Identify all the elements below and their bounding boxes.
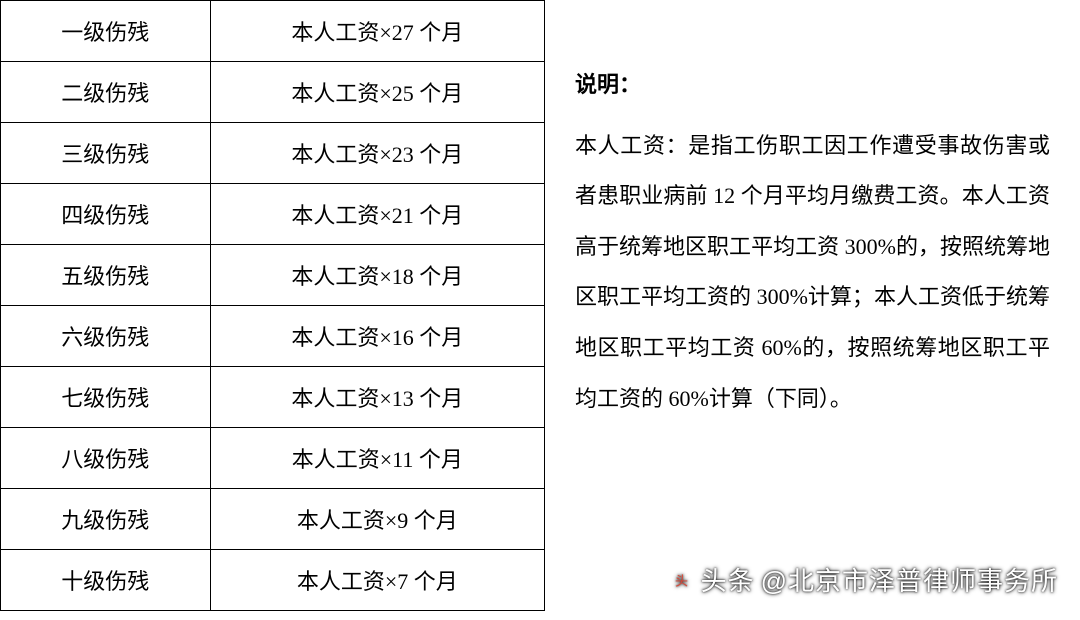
table-row: 七级伤残本人工资×13 个月 <box>1 367 545 428</box>
cell-formula: 本人工资×9 个月 <box>210 489 544 550</box>
cell-formula: 本人工资×25 个月 <box>210 62 544 123</box>
cell-formula: 本人工资×16 个月 <box>210 306 544 367</box>
watermark-prefix: 头条 <box>701 561 755 598</box>
cell-level: 七级伤残 <box>1 367 211 428</box>
table-row: 六级伤残本人工资×16 个月 <box>1 306 545 367</box>
table-row: 四级伤残本人工资×21 个月 <box>1 184 545 245</box>
cell-formula: 本人工资×18 个月 <box>210 245 544 306</box>
cell-level: 九级伤残 <box>1 489 211 550</box>
cell-formula: 本人工资×27 个月 <box>210 1 544 62</box>
table-row: 九级伤残本人工资×9 个月 <box>1 489 545 550</box>
table-row: 三级伤残本人工资×23 个月 <box>1 123 545 184</box>
cell-formula: 本人工资×13 个月 <box>210 367 544 428</box>
table-row: 八级伤残本人工资×11 个月 <box>1 428 545 489</box>
cell-level: 十级伤残 <box>1 550 211 611</box>
cell-level: 二级伤残 <box>1 62 211 123</box>
table-row: 二级伤残本人工资×25 个月 <box>1 62 545 123</box>
cell-formula: 本人工资×21 个月 <box>210 184 544 245</box>
explanation-heading: 说明： <box>575 60 1050 111</box>
table-row: 十级伤残本人工资×7 个月 <box>1 550 545 611</box>
cell-level: 四级伤残 <box>1 184 211 245</box>
svg-text:头: 头 <box>675 573 689 588</box>
disability-table-wrap: 一级伤残本人工资×27 个月 二级伤残本人工资×25 个月 三级伤残本人工资×2… <box>0 0 545 620</box>
page-content: 一级伤残本人工资×27 个月 二级伤残本人工资×25 个月 三级伤残本人工资×2… <box>0 0 1080 620</box>
explanation-panel: 说明： 本人工资：是指工伤职工因工作遭受事故伤害或者患职业病前 12 个月平均月… <box>545 0 1080 620</box>
cell-level: 一级伤残 <box>1 1 211 62</box>
cell-formula: 本人工资×7 个月 <box>210 550 544 611</box>
table-body: 一级伤残本人工资×27 个月 二级伤残本人工资×25 个月 三级伤残本人工资×2… <box>1 1 545 611</box>
disability-compensation-table: 一级伤残本人工资×27 个月 二级伤残本人工资×25 个月 三级伤残本人工资×2… <box>0 0 545 611</box>
cell-formula: 本人工资×23 个月 <box>210 123 544 184</box>
cell-level: 五级伤残 <box>1 245 211 306</box>
explanation-body: 本人工资：是指工伤职工因工作遭受事故伤害或者患职业病前 12 个月平均月缴费工资… <box>575 133 1050 411</box>
watermark: 头 头条 @北京市泽普律师事务所 <box>669 561 1058 598</box>
cell-level: 八级伤残 <box>1 428 211 489</box>
cell-formula: 本人工资×11 个月 <box>210 428 544 489</box>
table-row: 五级伤残本人工资×18 个月 <box>1 245 545 306</box>
toutiao-icon: 头 <box>669 567 695 593</box>
cell-level: 三级伤残 <box>1 123 211 184</box>
cell-level: 六级伤残 <box>1 306 211 367</box>
watermark-handle: @北京市泽普律师事务所 <box>761 561 1058 598</box>
table-row: 一级伤残本人工资×27 个月 <box>1 1 545 62</box>
